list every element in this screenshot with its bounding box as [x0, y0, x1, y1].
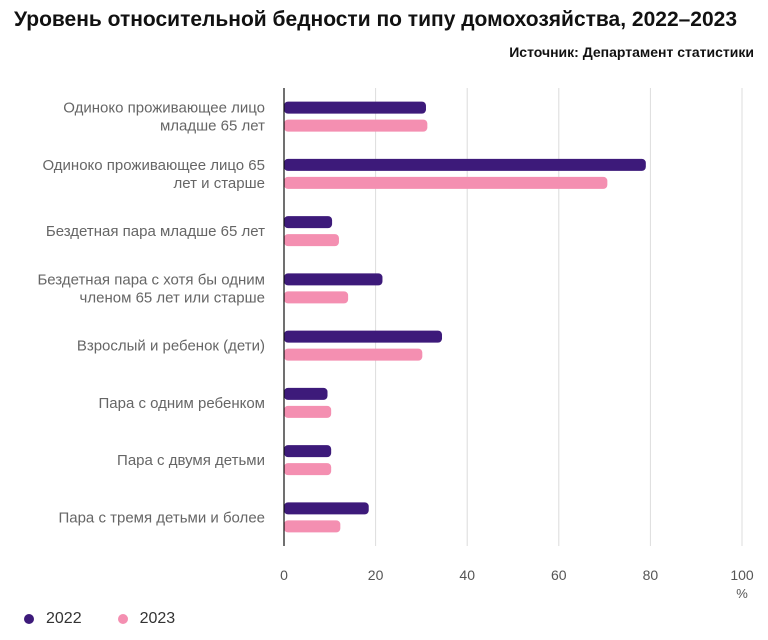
category-label: Бездетная пара младше 65 лет	[46, 223, 265, 240]
x-tick-label: 20	[368, 567, 384, 583]
legend-label-2023: 2023	[139, 610, 176, 627]
x-tick-label: 60	[551, 567, 567, 583]
legend-dot-2022	[24, 614, 34, 624]
bar-chart: 0 20 40 60 80 100% Одиноко проживающее лицомла…	[37, 88, 754, 600]
category-label: Бездетная пара с хотя бы одним	[37, 271, 265, 288]
category-label: лет и старше	[174, 175, 265, 192]
bar-2022	[284, 387, 328, 400]
x-tick-label: 80	[643, 567, 659, 583]
chart-title: Уровень относительной бедности по типу д…	[14, 8, 738, 31]
bar-2022	[284, 330, 443, 343]
bar-2022	[284, 273, 383, 286]
bar-2022	[284, 502, 369, 515]
x-tick-label: 100	[730, 567, 754, 583]
category-label: Пара с тремя детьми и более	[58, 509, 265, 526]
category-label: Взрослый и ребенок (дети)	[77, 338, 265, 355]
legend-item-2023[interactable]: 2023	[117, 610, 176, 628]
bar-2023	[284, 291, 349, 304]
x-tick-label: 40	[459, 567, 475, 583]
bar-2022	[284, 445, 332, 458]
category-label: Одиноко проживающее лицо 65	[42, 157, 265, 174]
legend-dot-2023	[117, 614, 128, 624]
category-label: Пара с одним ребенком	[98, 395, 265, 412]
bar-2022	[284, 158, 646, 171]
bar-2022	[284, 101, 426, 114]
bar-2023	[284, 405, 332, 418]
x-tick-label: 0	[280, 567, 288, 583]
bar-2023	[284, 176, 608, 189]
legend-label-2022: 2022	[46, 610, 82, 627]
bar-2023	[284, 463, 332, 476]
bar-2023	[284, 234, 339, 247]
chart-source: Источник: Департамент статистики	[509, 44, 754, 60]
bar-2023	[284, 520, 341, 533]
category-label: Одиноко проживающее лицо	[63, 100, 265, 117]
category-label: младше 65 лет	[160, 118, 265, 135]
bar-2023	[284, 119, 428, 132]
bar-2023	[284, 348, 423, 361]
category-label: членом 65 лет или старше	[80, 289, 265, 306]
x-axis-unit: %	[736, 586, 748, 600]
legend-item-2022[interactable]: 2022	[24, 610, 82, 628]
legend: 2022 2023	[24, 610, 175, 628]
bar-2022	[284, 216, 333, 229]
category-label: Пара с двумя детьми	[117, 452, 265, 469]
